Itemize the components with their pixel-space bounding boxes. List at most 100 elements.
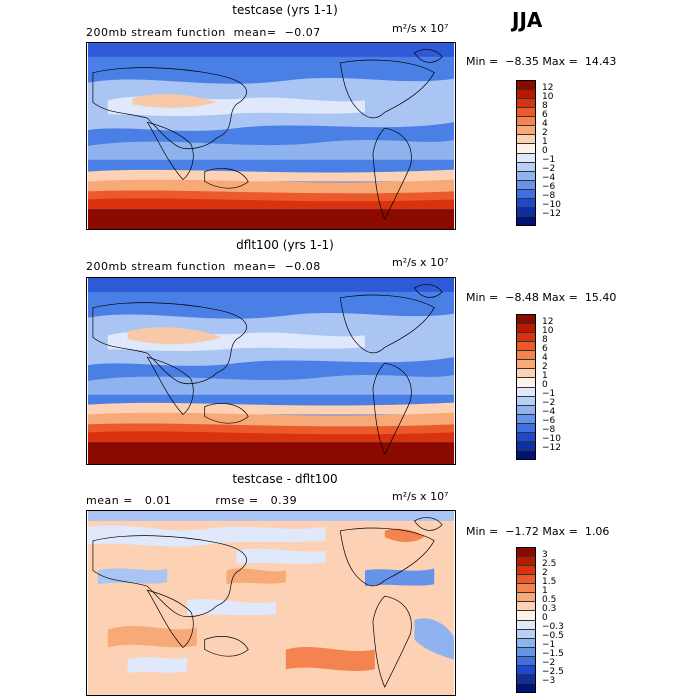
panel1-colorbar-box: [517, 153, 535, 163]
panel3-colorbar-box: [517, 620, 535, 630]
panel2-colorbar-box: [517, 360, 535, 370]
panel1-colorbar-box: [517, 135, 535, 145]
panel2-units: m²/s x 10⁷: [392, 256, 449, 269]
panel2-colorbar-box: [517, 378, 535, 388]
panel1-colorbar-box: [517, 99, 535, 109]
panel2-colorbar-box: [517, 405, 535, 415]
colorbar-tick: 3: [542, 550, 548, 560]
colorbar-tick: 10: [542, 326, 554, 336]
colorbar-tick: 4: [542, 353, 548, 363]
colorbar-tick: 12: [542, 83, 554, 93]
panel1-colorbar-box: [517, 81, 535, 91]
panel3-colorbar-box: [517, 602, 535, 612]
panel2-minmax: Min = −8.48 Max = 15.40: [466, 291, 617, 304]
colorbar-tick: −8: [542, 191, 556, 201]
panel2-colorbar-box: [517, 387, 535, 397]
panel3-colorbar-box: [517, 566, 535, 576]
panel3-colorbar-box: [517, 647, 535, 657]
panel2-map: [86, 277, 456, 465]
panel1-colorbar-box: [517, 171, 535, 181]
colorbar-tick: −2.5: [542, 667, 564, 677]
colorbar-tick: 2.5: [542, 559, 557, 569]
panel1-colorbar-box: [517, 207, 535, 217]
panel2-colorbar-box: [517, 315, 535, 325]
panel3-colorbar-box: [517, 584, 535, 594]
colorbar-tick: −3: [542, 676, 556, 686]
colorbar-tick: 12: [542, 317, 554, 327]
colorbar-tick: 4: [542, 119, 548, 129]
panel1-colorbar-box: [517, 189, 535, 199]
panel1-colorbar-box: [517, 216, 535, 225]
colorbar-tick: −12: [542, 209, 561, 219]
panel3-colorbar-box: [517, 656, 535, 666]
panel2-colorbar-box: [517, 324, 535, 334]
colorbar-tick: −10: [542, 200, 561, 210]
panel1-map: [86, 42, 456, 230]
colorbar-tick: −4: [542, 173, 556, 183]
panel3-colorbar-box: [517, 665, 535, 675]
panel3-colorbar-box: [517, 638, 535, 648]
colorbar-tick: −6: [542, 416, 556, 426]
season-label: JJA: [512, 8, 543, 32]
colorbar-tick: 0: [542, 380, 548, 390]
panel1-colorbar-box: [517, 90, 535, 100]
panel1-units: m²/s x 10⁷: [392, 22, 449, 35]
panel2-colorbar-box: [517, 432, 535, 442]
panel2-colorbar-box: [517, 441, 535, 451]
panel3-title: testcase - dflt100: [232, 472, 338, 486]
colorbar-tick: 0: [542, 613, 548, 623]
colorbar-tick: −1: [542, 389, 556, 399]
panel2-colorbar: [516, 314, 536, 460]
panel2-colorbar-box: [517, 351, 535, 361]
panel3-colorbar-box: [517, 557, 535, 567]
panel3-colorbar-box: [517, 611, 535, 621]
colorbar-tick: −2: [542, 398, 556, 408]
panel1-subtitle: 200mb stream function mean= −0.07: [86, 26, 321, 39]
panel2-colorbar-box: [517, 333, 535, 343]
panel2-colorbar-box: [517, 414, 535, 424]
panel2-colorbar-box: [517, 369, 535, 379]
panel3-units: m²/s x 10⁷: [392, 490, 449, 503]
colorbar-tick: −1: [542, 640, 556, 650]
colorbar-tick: 2: [542, 362, 548, 372]
panel1-title: testcase (yrs 1-1): [232, 3, 338, 17]
panel3-map: [86, 510, 456, 696]
panel3-colorbar-box: [517, 593, 535, 603]
panel3-colorbar-box: [517, 548, 535, 558]
colorbar-tick: 0.5: [542, 595, 557, 605]
panel2-colorbar-box: [517, 342, 535, 352]
colorbar-tick: 6: [542, 110, 548, 120]
colorbar-tick: 2: [542, 568, 548, 578]
colorbar-tick: 2: [542, 128, 548, 138]
colorbar-tick: −2: [542, 658, 556, 668]
panel1-colorbar-box: [517, 126, 535, 136]
panel1-colorbar-box: [517, 144, 535, 154]
colorbar-tick: −8: [542, 425, 556, 435]
colorbar-tick: 1: [542, 137, 548, 147]
colorbar-tick: 8: [542, 335, 548, 345]
panel2-colorbar-box: [517, 396, 535, 406]
panel1-colorbar-box: [517, 180, 535, 190]
panel3-colorbar-box: [517, 575, 535, 585]
colorbar-tick: 0: [542, 146, 548, 156]
panel1-colorbar-box: [517, 117, 535, 127]
panel1-colorbar-box: [517, 198, 535, 208]
panel2-colorbar-box: [517, 423, 535, 433]
panel1-colorbar-box: [517, 162, 535, 172]
panel3-colorbar-box: [517, 629, 535, 639]
colorbar-tick: −1: [542, 155, 556, 165]
colorbar-tick: 6: [542, 344, 548, 354]
panel2-colorbar-box: [517, 450, 535, 459]
colorbar-tick: 10: [542, 92, 554, 102]
panel3-subtitle: mean = 0.01 rmse = 0.39: [86, 494, 298, 507]
panel3-colorbar: [516, 547, 536, 693]
colorbar-tick: 0.3: [542, 604, 557, 614]
colorbar-tick: −4: [542, 407, 556, 417]
panel3-minmax: Min = −1.72 Max = 1.06: [466, 525, 610, 538]
colorbar-tick: 1: [542, 371, 548, 381]
panel2-subtitle: 200mb stream function mean= −0.08: [86, 260, 321, 273]
colorbar-tick: −10: [542, 434, 561, 444]
panel1-colorbar-box: [517, 108, 535, 118]
panel1-minmax: Min = −8.35 Max = 14.43: [466, 55, 617, 68]
colorbar-tick: −2: [542, 164, 556, 174]
